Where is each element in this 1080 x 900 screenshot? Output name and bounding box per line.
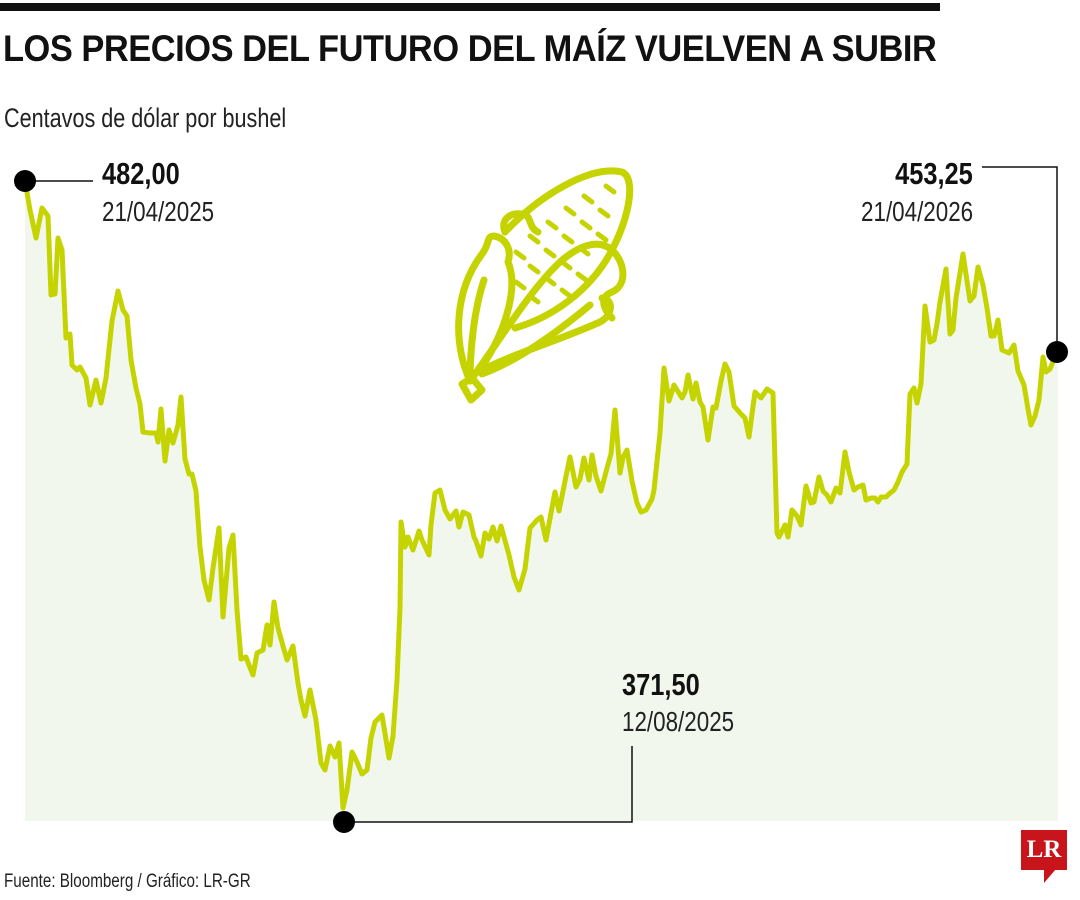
lr-logo: LR — [1021, 830, 1067, 870]
price-line — [22, 178, 1060, 811]
end-date-label: 21/04/2026 — [860, 196, 973, 227]
chart-title: LOS PRECIOS DEL FUTURO DEL MAÍZ VUELVEN … — [3, 28, 937, 69]
corn-cob-icon — [455, 167, 634, 404]
source-credit: Fuente: Bloomberg / Gráfico: LR-GR — [4, 871, 251, 892]
end-value-label: 453,25 — [895, 156, 973, 191]
end-leader-line — [982, 166, 1058, 352]
chart-subtitle: Centavos de dólar por bushel — [4, 103, 287, 133]
top-rule — [0, 3, 940, 11]
chart-area-fill — [25, 181, 1058, 821]
low-value-label: 371,50 — [622, 667, 700, 702]
start-date-label: 21/04/2025 — [102, 196, 215, 227]
start-value-label: 482,00 — [102, 156, 180, 191]
low-date-label: 12/08/2025 — [622, 706, 735, 737]
end-marker — [1046, 341, 1068, 363]
start-marker — [14, 170, 36, 192]
low-marker — [333, 811, 355, 833]
low-leader-line — [344, 746, 633, 823]
lr-logo-tail — [1044, 869, 1056, 883]
